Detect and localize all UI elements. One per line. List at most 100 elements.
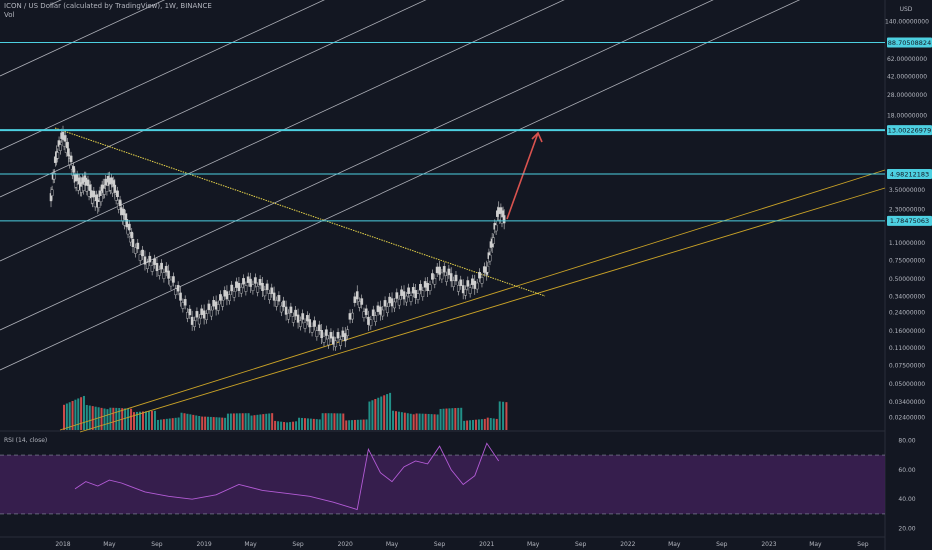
volume-bar xyxy=(265,413,268,430)
rsi-tick-label: 20.00 xyxy=(898,526,915,533)
volume-bar xyxy=(77,398,80,430)
candle xyxy=(105,185,109,192)
price-tick-label: 0.11000000 xyxy=(889,345,925,352)
candle xyxy=(130,231,134,239)
candle xyxy=(120,207,123,216)
trend-lines xyxy=(0,0,886,433)
candle xyxy=(82,184,86,191)
volume-bar xyxy=(312,418,315,430)
candle xyxy=(456,285,460,292)
volume-bar xyxy=(238,413,241,430)
candle xyxy=(150,265,154,272)
volume-bar xyxy=(268,413,271,430)
volume-bar xyxy=(130,408,133,430)
candle xyxy=(320,330,323,339)
candle xyxy=(449,273,453,282)
candle xyxy=(341,330,345,338)
volume-bar xyxy=(394,411,397,430)
candle xyxy=(336,331,340,339)
volume-bar xyxy=(177,417,180,430)
candle xyxy=(92,190,96,198)
rsi-panel: 80.00 60.00 40.00 20.00 xyxy=(0,437,916,533)
volume-bar xyxy=(206,416,209,430)
candle xyxy=(174,288,178,296)
candle xyxy=(61,131,65,140)
volume-bar xyxy=(406,413,409,430)
volume-bar xyxy=(292,421,295,430)
candle xyxy=(329,332,333,339)
candle xyxy=(219,294,222,301)
candle xyxy=(73,174,77,183)
candle xyxy=(221,300,225,307)
candle xyxy=(296,314,300,323)
volume-bar xyxy=(88,405,91,430)
volume-bar xyxy=(106,409,109,430)
axes: 140.00000000 62.00000000 42.00000000 28.000… xyxy=(55,19,929,548)
candle xyxy=(63,135,67,142)
candle xyxy=(416,293,420,300)
candle xyxy=(313,320,316,327)
volume-bar xyxy=(159,419,162,430)
volume-bar xyxy=(495,418,498,430)
volume-bar xyxy=(303,418,306,430)
candle xyxy=(91,196,94,204)
candle xyxy=(270,287,274,294)
time-tick-label: May xyxy=(386,541,399,548)
volume-bar xyxy=(209,416,212,430)
candle xyxy=(452,280,455,287)
time-tick-label: Sep xyxy=(857,541,869,548)
candle xyxy=(244,285,248,292)
volume-bar xyxy=(274,420,277,430)
candle xyxy=(303,322,307,329)
volume-bar xyxy=(365,419,368,430)
price-tick-label: 140.00000000 xyxy=(885,19,929,26)
candle xyxy=(253,277,257,284)
candle xyxy=(430,273,434,280)
volume-bar xyxy=(430,414,433,430)
volume-bar xyxy=(371,400,374,430)
level-tag xyxy=(887,37,932,48)
volume-bar xyxy=(115,407,118,430)
candle xyxy=(445,275,448,282)
volume-bar xyxy=(330,413,333,430)
rsi-tick-label: 40.00 xyxy=(898,496,915,503)
candle xyxy=(164,265,168,273)
volume-bar xyxy=(201,416,204,430)
volume-bar xyxy=(63,404,65,430)
candle xyxy=(162,272,166,279)
volume-bar xyxy=(85,405,88,430)
level-tag-label: 13.00226979 xyxy=(888,126,931,134)
candle xyxy=(155,263,159,272)
volume-bar xyxy=(362,419,365,430)
candle xyxy=(179,292,182,301)
candle xyxy=(223,290,227,297)
candle xyxy=(351,312,354,320)
volume-bar xyxy=(138,411,141,430)
candle xyxy=(171,276,175,283)
volume-bar xyxy=(445,408,448,430)
volume-bar xyxy=(289,422,292,430)
volume-bar xyxy=(280,421,283,430)
volume-bar xyxy=(348,420,351,430)
candle xyxy=(339,339,342,346)
volume-bar xyxy=(492,418,495,430)
candle xyxy=(242,278,245,285)
candle xyxy=(113,184,117,193)
volume-bar xyxy=(235,413,238,430)
candle xyxy=(440,272,444,280)
price-tick-label: 62.00000000 xyxy=(887,56,927,63)
volume-bar xyxy=(153,410,156,430)
price-tick-label: 42.00000000 xyxy=(887,74,927,81)
price-tick-label: 18.00000000 xyxy=(887,112,927,119)
volume-bar xyxy=(483,418,486,430)
time-tick-label: 2023 xyxy=(761,541,776,548)
rsi-label: RSI (14, close) xyxy=(4,437,47,444)
candle xyxy=(395,292,399,299)
volume-bar xyxy=(336,413,339,430)
volume-bar xyxy=(433,414,436,430)
candle xyxy=(195,311,199,318)
candle xyxy=(409,295,413,302)
price-tick-label: 1.10000000 xyxy=(889,240,925,247)
